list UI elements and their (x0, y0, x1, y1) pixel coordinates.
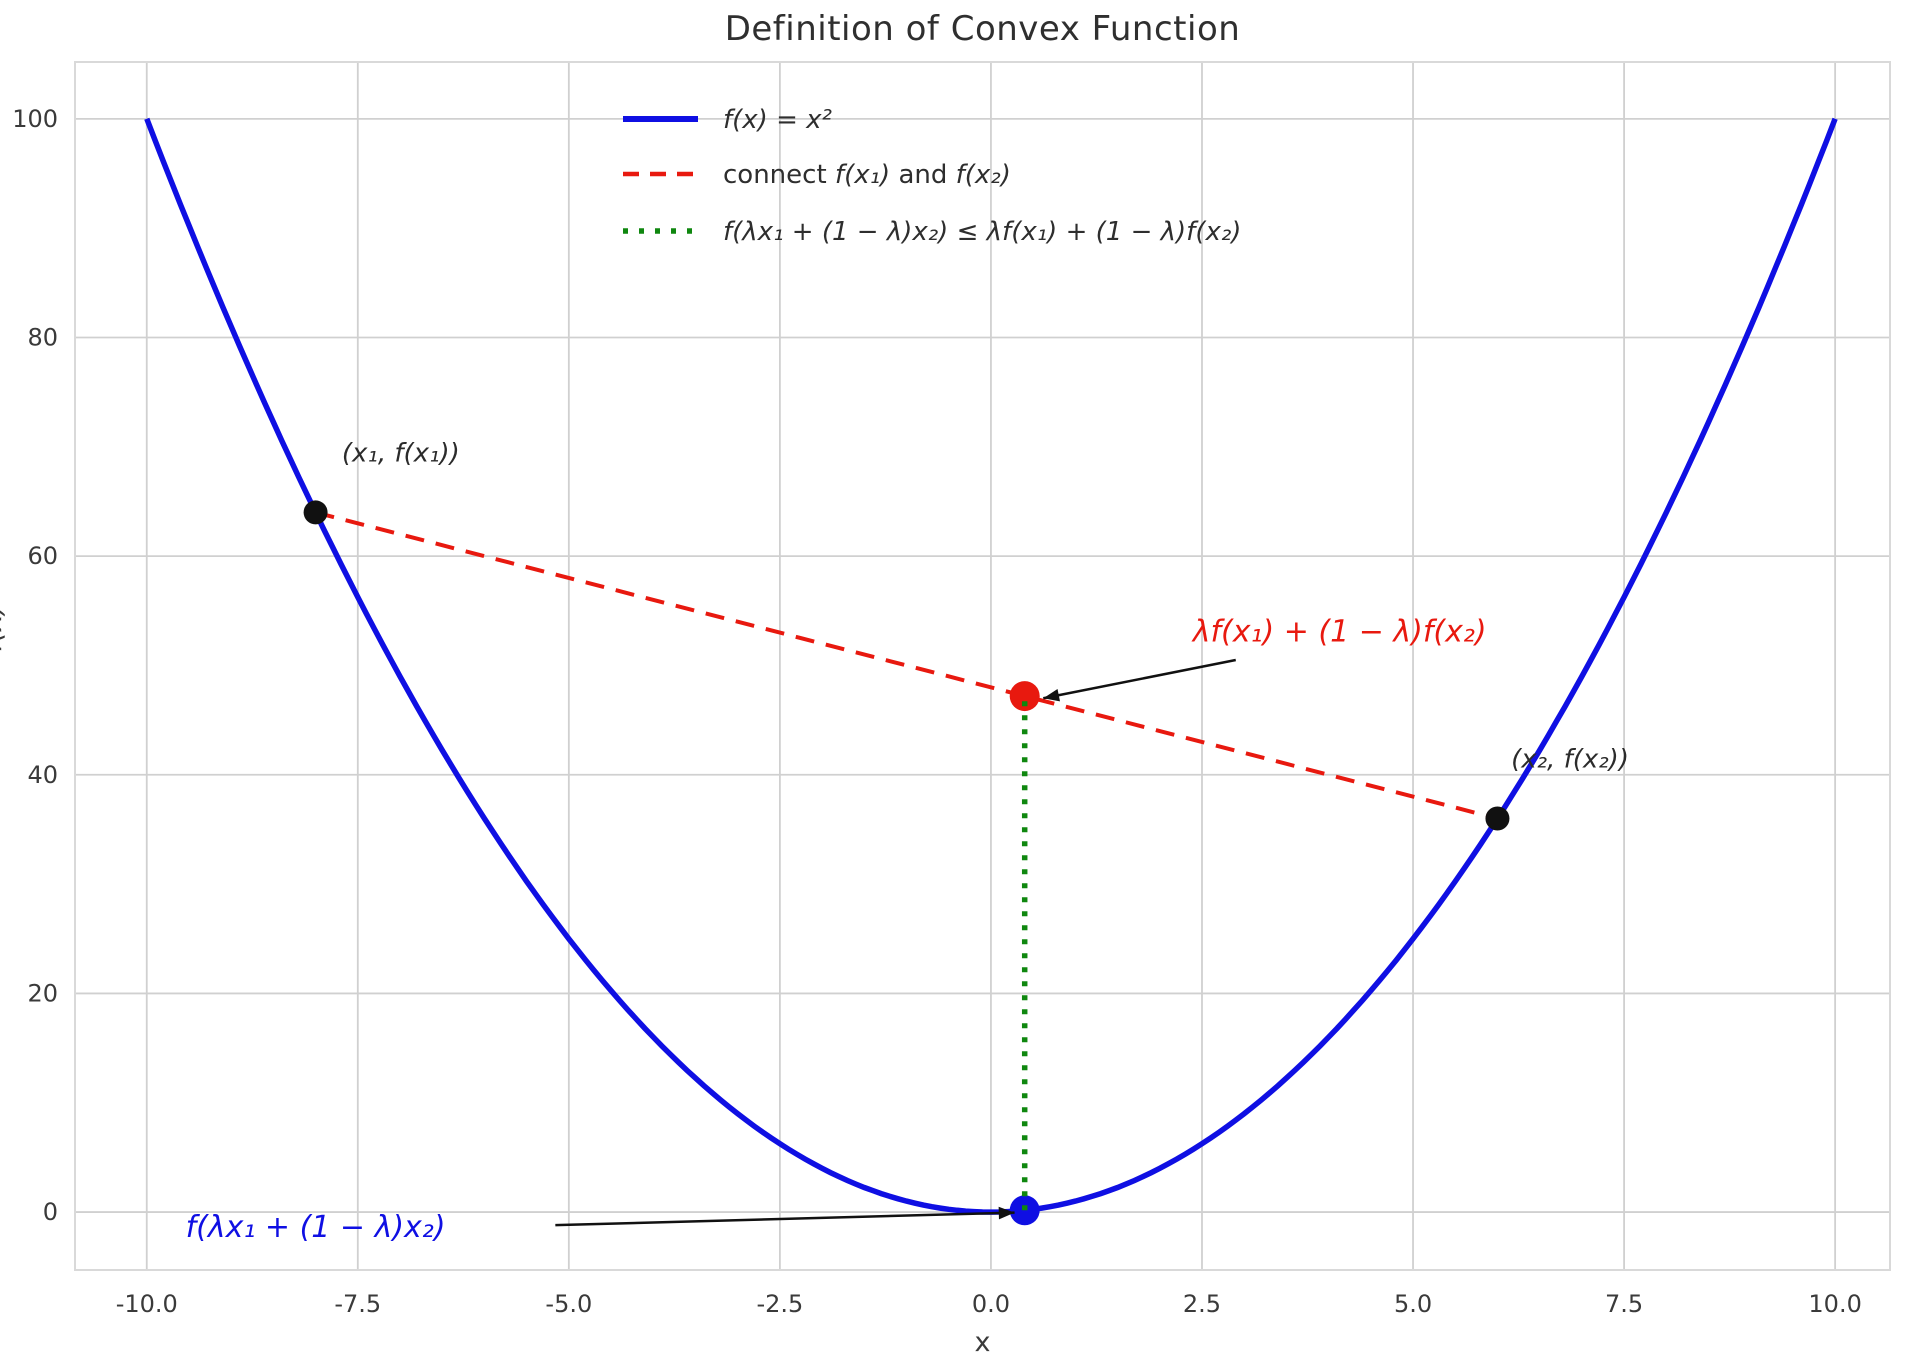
y-tick-label: 0 (43, 1198, 58, 1226)
y-tick-label: 20 (27, 979, 58, 1007)
x-tick-label: -7.5 (334, 1290, 381, 1318)
x-tick-label: -2.5 (756, 1290, 803, 1318)
x-tick-label: 7.5 (1605, 1290, 1643, 1318)
label-chord-value-arrow (1043, 658, 1236, 700)
label-curve-value: f(λx₁ + (1 − λ)x₂) (186, 1210, 446, 1245)
label-x2: (x₂, f(x₂)) (1511, 744, 1629, 774)
y-tick-label: 80 (27, 323, 58, 351)
x-tick-label: -10.0 (116, 1290, 178, 1318)
x-tick-label: 0.0 (972, 1290, 1010, 1318)
legend-label: f(x) = x² (723, 105, 832, 135)
x-tick-label: 2.5 (1183, 1290, 1221, 1318)
x-axis-label: x (974, 1327, 991, 1358)
chart-title: Definition of Convex Function (724, 9, 1241, 49)
point-x2 (1485, 806, 1510, 831)
y-tick-label: 60 (27, 542, 58, 570)
x-tick-label: 10.0 (1808, 1290, 1861, 1318)
y-axis-label: f(x) (0, 604, 8, 652)
legend-label: f(λx₁ + (1 − λ)x₂) ≤ λf(x₁) + (1 − λ)f(x… (723, 217, 1241, 247)
point-on-chord (1009, 681, 1040, 712)
label-chord-value-arrowhead (1043, 688, 1060, 702)
label-curve-value-arrow (555, 1211, 1015, 1227)
series-chord (315, 510, 1499, 821)
label-x1: (x₁, f(x₁)) (342, 438, 460, 468)
label-chord-value: λf(x₁) + (1 − λ)f(x₂) (1191, 615, 1487, 650)
legend-label: connect f(x₁) and f(x₂) (723, 160, 1011, 190)
x-tick-label: 5.0 (1394, 1290, 1432, 1318)
point-x1 (303, 500, 328, 525)
x-tick-label: -5.0 (545, 1290, 592, 1318)
plot-border (74, 61, 1891, 1271)
label-curve-value-arrowhead (998, 1206, 1015, 1220)
point-on-curve (1009, 1195, 1040, 1226)
y-tick-label: 40 (27, 761, 58, 789)
y-tick-label: 100 (12, 105, 58, 133)
